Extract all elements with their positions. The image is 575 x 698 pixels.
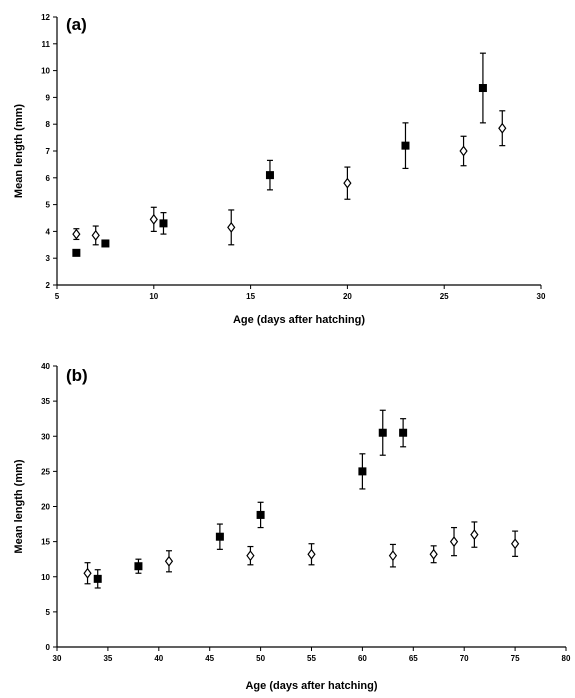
x-tick-label: 60: [358, 654, 367, 663]
data-point-square: [215, 532, 224, 541]
data-point-square: [159, 219, 168, 228]
data-point-diamond: [91, 229, 100, 241]
y-tick-label: 9: [46, 93, 51, 102]
data-point-square: [101, 239, 110, 248]
y-tick-label: 7: [46, 147, 51, 156]
y-axis-label: Mean length (mm): [13, 104, 25, 198]
x-tick-label: 35: [103, 654, 112, 663]
y-tick-label: 12: [41, 13, 50, 22]
data-point-diamond: [449, 536, 459, 548]
data-point-diamond: [307, 548, 316, 560]
data-point-square: [134, 562, 143, 571]
panel-label: (b): [66, 366, 88, 385]
data-point-square: [399, 428, 408, 437]
data-point-diamond: [459, 145, 468, 157]
x-tick-label: 30: [537, 292, 546, 301]
data-point-square: [378, 428, 387, 437]
panel-label: (a): [66, 15, 87, 34]
data-point-diamond: [470, 529, 479, 541]
x-tick-label: 15: [246, 292, 255, 301]
y-tick-label: 0: [46, 643, 51, 652]
data-point-square: [358, 467, 367, 476]
data-point-diamond: [429, 548, 438, 560]
x-tick-label: 65: [409, 654, 418, 663]
series-diamond-open: [72, 110, 507, 246]
data-point-diamond: [149, 213, 158, 225]
y-tick-label: 5: [46, 201, 51, 210]
x-tick-label: 30: [53, 654, 62, 663]
x-tick-label: 20: [343, 292, 352, 301]
data-point-square: [72, 248, 81, 257]
x-axis-label: Age (days after hatching): [245, 680, 377, 692]
y-tick-label: 11: [42, 40, 51, 49]
y-tick-label: 20: [41, 503, 50, 512]
x-tick-label: 10: [149, 292, 158, 301]
series-square-filled: [93, 409, 408, 589]
data-point-diamond: [72, 228, 81, 240]
data-point-diamond: [498, 122, 507, 134]
series-diamond-open: [83, 521, 520, 585]
y-axis-label: Mean length (mm): [13, 459, 25, 553]
data-point-diamond: [388, 550, 398, 562]
data-point-diamond: [227, 221, 236, 233]
data-point-square: [265, 171, 274, 180]
y-tick-label: 5: [46, 608, 51, 617]
y-tick-label: 3: [46, 254, 51, 263]
x-tick-label: 50: [256, 654, 265, 663]
y-tick-label: 15: [41, 538, 50, 547]
data-point-diamond: [343, 177, 352, 189]
y-tick-label: 8: [46, 120, 51, 129]
y-tick-label: 6: [46, 174, 51, 183]
y-tick-label: 4: [46, 227, 51, 236]
y-tick-label: 10: [41, 573, 50, 582]
data-point-diamond: [510, 538, 520, 550]
x-tick-label: 80: [562, 654, 571, 663]
y-tick-label: 10: [41, 67, 50, 76]
data-point-square: [478, 84, 487, 93]
x-tick-label: 40: [154, 654, 163, 663]
data-point-square: [401, 141, 410, 150]
y-tick-label: 40: [41, 362, 50, 371]
y-tick-label: 35: [41, 397, 50, 406]
y-tick-label: 25: [41, 467, 50, 476]
x-tick-label: 75: [511, 654, 520, 663]
x-tick-label: 5: [55, 292, 60, 301]
y-tick-label: 30: [41, 432, 50, 441]
data-point-square: [93, 574, 102, 583]
y-tick-label: 2: [46, 281, 51, 290]
data-point-diamond: [83, 567, 92, 579]
x-tick-label: 70: [460, 654, 469, 663]
data-point-diamond: [246, 550, 255, 562]
x-tick-label: 25: [440, 292, 449, 301]
panel-a: 2 3 4 5 6 7 8 9 10 11 12 5 10 15 20 25 30 Age (days after…: [13, 13, 546, 326]
x-tick-label: 55: [307, 654, 316, 663]
x-axis-label: Age (days after hatching): [233, 314, 365, 326]
panel-b: 0 5 10 15 20 25 30 35 40 30 35 40 45 50 55 60 65 70 75 80 Ag…: [13, 362, 571, 692]
data-point-square: [256, 510, 265, 519]
x-tick-label: 45: [205, 654, 214, 663]
series-square-filled: [72, 52, 487, 257]
data-point-diamond: [164, 555, 174, 567]
